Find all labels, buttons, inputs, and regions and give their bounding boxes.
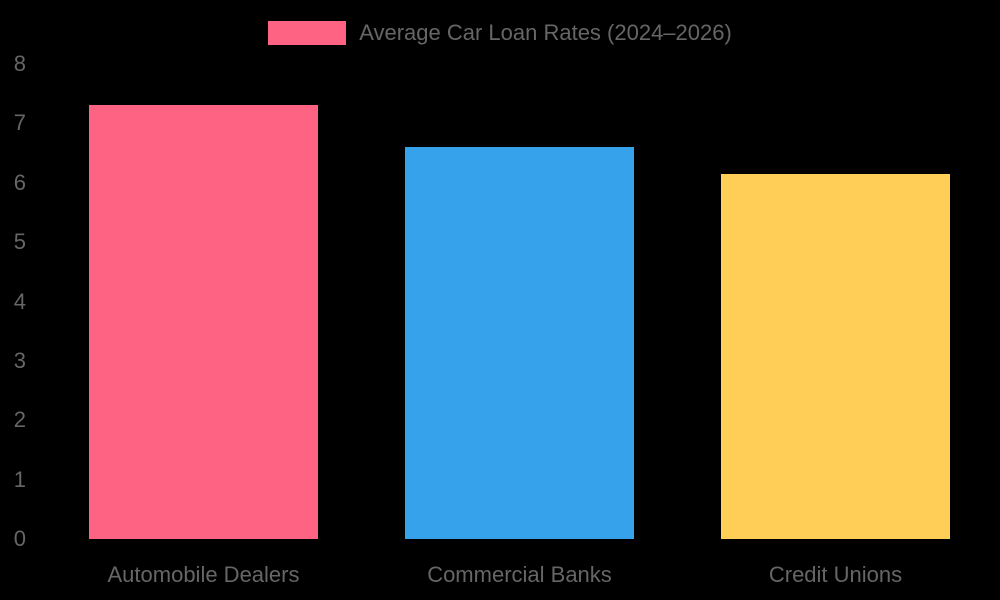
y-tick-label: 8 xyxy=(13,51,26,76)
legend-swatch xyxy=(268,21,347,45)
bar-commercial-banks[interactable] xyxy=(405,147,634,539)
x-axis-label: Credit Unions xyxy=(768,562,903,587)
bar-credit-unions[interactable] xyxy=(721,173,950,539)
y-tick-label: 2 xyxy=(13,407,26,433)
y-tick-label: 6 xyxy=(13,169,26,195)
y-tick-label: 7 xyxy=(13,110,26,136)
x-axis-label: Automobile Dealers xyxy=(107,562,300,587)
y-tick-label: 4 xyxy=(13,288,26,314)
x-axis-label: Commercial Banks xyxy=(427,562,612,587)
y-tick-label: 3 xyxy=(13,347,26,373)
chart-legend[interactable]: Average Car Loan Rates (2024–2026) xyxy=(0,18,1000,48)
bar-automobile-dealers[interactable] xyxy=(89,104,318,539)
legend-label: Average Car Loan Rates (2024–2026) xyxy=(359,20,732,45)
y-tick-label: 1 xyxy=(13,466,26,492)
y-tick-label: 5 xyxy=(13,229,26,255)
y-tick-label: 0 xyxy=(13,526,26,551)
